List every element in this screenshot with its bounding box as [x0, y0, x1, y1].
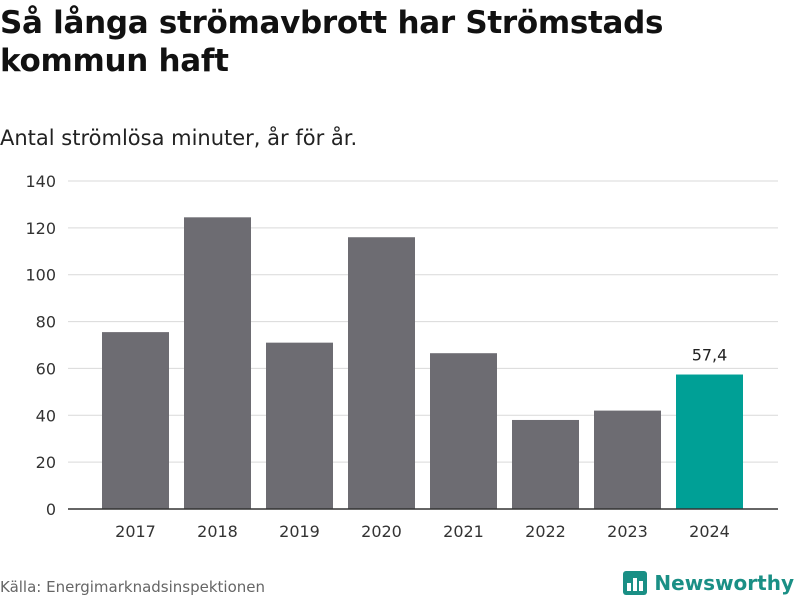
x-tick-label: 2017 — [115, 522, 156, 541]
y-tick-label: 20 — [36, 453, 56, 472]
chart-title: Så långa strömavbrott har Strömstads kom… — [0, 5, 664, 79]
brand-name: Newsworthy — [654, 571, 794, 595]
bar-2023 — [594, 410, 661, 509]
data-label: 57,4 — [692, 346, 728, 365]
y-tick-label: 120 — [25, 219, 56, 238]
bar-2021 — [430, 353, 497, 509]
bar-chart: 0 20 40 60 80 100 120 140 2017 2018 2019 2020 2021 20… — [25, 172, 778, 541]
y-tick-label: 40 — [36, 406, 56, 425]
x-tick-label: 2021 — [443, 522, 484, 541]
x-tick-label: 2023 — [607, 522, 648, 541]
bar-2024 — [676, 374, 743, 509]
y-tick-label: 80 — [36, 313, 56, 332]
x-tick-label: 2018 — [197, 522, 238, 541]
bar-2018 — [184, 217, 251, 510]
bar-2017 — [102, 332, 169, 509]
bar-2019 — [266, 342, 333, 509]
x-tick-label: 2020 — [361, 522, 402, 541]
y-tick-label: 0 — [46, 500, 56, 519]
bar-2020 — [348, 237, 415, 509]
chart-subtitle: Antal strömlösa minuter, år för år. — [0, 126, 358, 150]
y-tick-label: 140 — [25, 172, 56, 191]
source-note: Källa: Energimarknadsinspektionen — [0, 578, 266, 596]
brand-logo: Newsworthy — [622, 570, 794, 596]
x-tick-label: 2024 — [689, 522, 730, 541]
bar-2022 — [512, 419, 579, 509]
x-tick-label: 2019 — [279, 522, 320, 541]
newsworthy-logo-icon — [623, 571, 648, 595]
y-tick-label: 60 — [36, 359, 56, 378]
y-tick-label: 100 — [25, 266, 56, 285]
x-tick-label: 2022 — [525, 522, 566, 541]
